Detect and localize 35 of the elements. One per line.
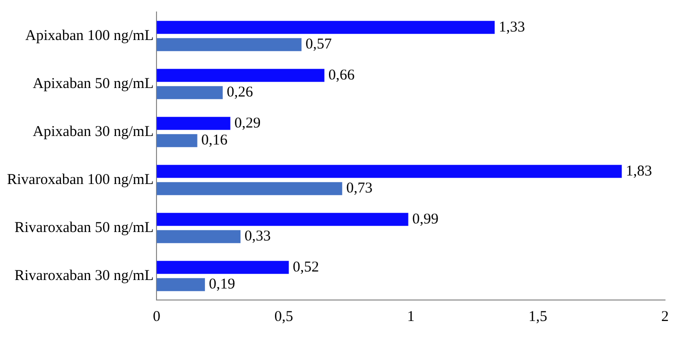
bar: [156, 164, 622, 178]
bar: [156, 68, 324, 82]
bar: [156, 134, 198, 148]
data-label: 1,33: [498, 19, 525, 36]
y-tick-label: Apixaban 50 ng/mL: [32, 76, 154, 92]
data-label: 0,52: [292, 259, 320, 276]
data-label: 0,73: [346, 180, 372, 197]
data-label: 0,57: [306, 36, 332, 53]
bar: [156, 260, 289, 274]
data-label: 0,19: [208, 276, 236, 293]
x-tick-label: 2: [661, 308, 669, 325]
bar: [156, 182, 342, 196]
bar: [156, 230, 241, 244]
x-tick-label: 0,5: [274, 308, 294, 325]
y-tick-label: Rivaroxaban 30 ng/mL: [14, 268, 154, 284]
y-tick-label: Apixaban 30 ng/mL: [32, 124, 154, 140]
data-label: 1,83: [626, 163, 652, 180]
x-tick-label: 1: [407, 308, 415, 325]
data-label: 0,66: [328, 67, 356, 84]
x-tick-label: 0: [152, 308, 160, 325]
bar: [156, 38, 302, 52]
y-tick-label: Apixaban 100 ng/mL: [25, 28, 154, 44]
y-tick-label: Rivaroxaban 100 ng/mL: [7, 172, 154, 188]
x-tick-label: 1,5: [528, 308, 548, 325]
bar: [156, 278, 205, 292]
bar: [156, 116, 230, 130]
y-tick-label: Rivaroxaban 50 ng/mL: [14, 220, 154, 236]
data-label: 0,33: [244, 228, 271, 245]
data-label: 0,29: [234, 115, 261, 132]
bar: [156, 212, 408, 226]
data-label: 0,16: [201, 132, 228, 149]
data-label: 0,26: [226, 84, 254, 101]
bar: [156, 86, 223, 100]
data-label: 0,99: [412, 211, 439, 228]
bar: [156, 20, 495, 34]
